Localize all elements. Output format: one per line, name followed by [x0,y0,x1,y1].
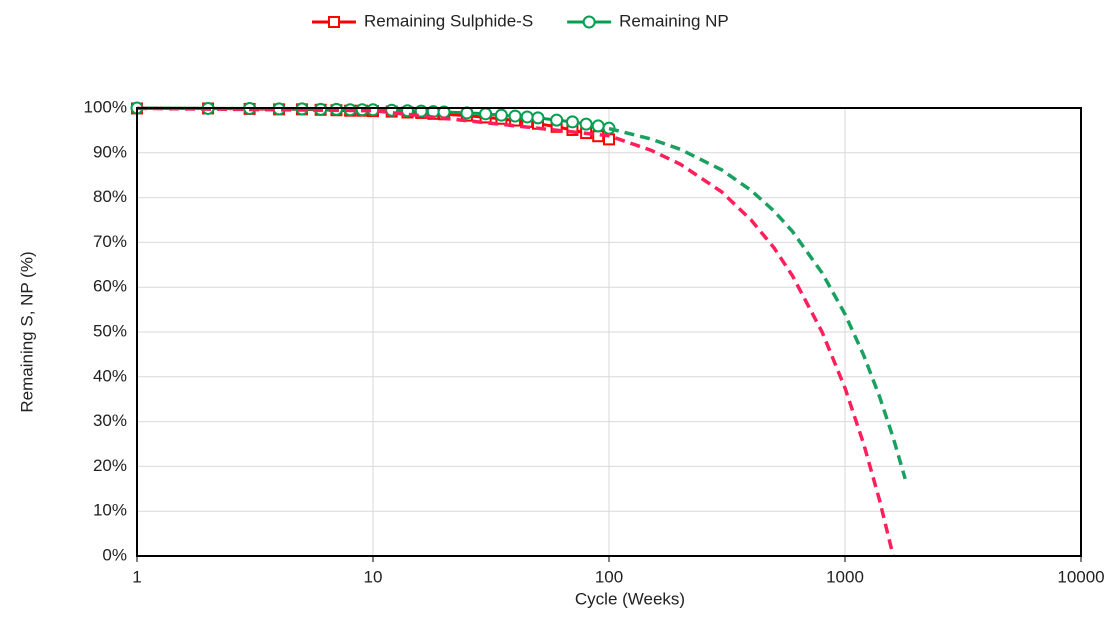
marker [531,111,545,125]
marker [479,107,493,121]
plot [130,101,907,557]
marker [494,108,508,122]
y-tick-label: 90% [93,142,127,161]
x-tick-label: 1 [132,567,141,586]
trend-line [136,106,895,557]
marker [550,113,564,127]
grid [136,107,1082,562]
legend-label: Remaining Sulphide-S [364,11,533,30]
x-tick-label: 10000 [1057,567,1104,586]
marker [591,119,605,133]
plot-border [136,107,1082,557]
legend-marker [582,15,596,29]
y-tick-label: 30% [93,411,127,430]
legend: Remaining Sulphide-S Remaining NP [312,11,729,30]
y-tick-label: 70% [93,232,127,251]
y-tick-label: 50% [93,321,127,340]
y-axis-title: Remaining S, NP (%) [17,251,36,412]
y-tick-label: 100% [84,97,127,116]
marker [508,109,522,123]
y-tick-label: 40% [93,366,127,385]
y-tick-label: 60% [93,277,127,296]
y-tick-label: 10% [93,501,127,520]
y-tick-label: 80% [93,187,127,206]
y-tick-label: 20% [93,456,127,475]
x-tick-label: 100 [595,567,623,586]
legend-label: Remaining NP [619,11,729,30]
y-tick-label: 0% [102,545,127,564]
marker [565,115,579,129]
x-tick-label: 10 [364,567,383,586]
marker [579,117,593,131]
marker [460,106,474,120]
marker [520,110,534,124]
x-axis-title: Cycle (Weeks) [575,589,685,608]
x-tick-label: 1000 [826,567,864,586]
trend-line [608,126,907,480]
legend-marker [328,16,340,28]
